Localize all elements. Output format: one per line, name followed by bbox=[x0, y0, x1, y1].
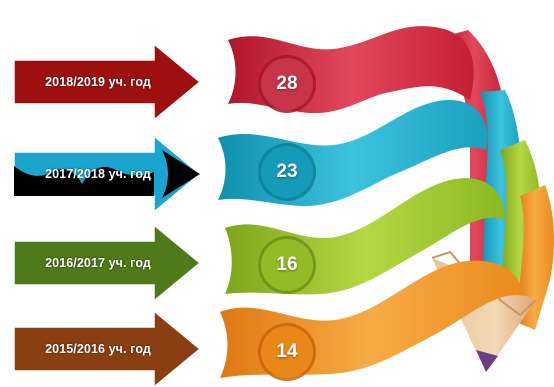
arrow-label-2018-2019: 2018/2019 уч. год bbox=[45, 75, 151, 89]
arrow-2018-2019: 2018/2019 уч. год bbox=[12, 44, 202, 120]
arrow-2017-2018: 2017/2018 уч. год bbox=[12, 136, 202, 212]
arrow-2015-2016: 2015/2016 уч. год bbox=[12, 311, 202, 387]
value-2015-2016: 14 bbox=[276, 341, 298, 362]
arrow-label-2016-2017: 2016/2017 уч. год bbox=[45, 256, 151, 270]
arrow-shape bbox=[13, 136, 202, 212]
arrow-shape bbox=[13, 225, 202, 301]
arrow-2016-2017: 2016/2017 уч. год bbox=[12, 225, 202, 301]
value-2016-2017: 16 bbox=[276, 254, 298, 275]
value-2018-2019: 28 bbox=[276, 73, 298, 94]
arrow-shape bbox=[13, 44, 202, 120]
arrow-label-2015-2016: 2015/2016 уч. год bbox=[45, 342, 151, 356]
value-2017-2018: 23 bbox=[276, 161, 298, 182]
arrow-shape bbox=[13, 311, 202, 387]
arrow-label-2017-2018: 2017/2018 уч. год bbox=[45, 167, 151, 181]
